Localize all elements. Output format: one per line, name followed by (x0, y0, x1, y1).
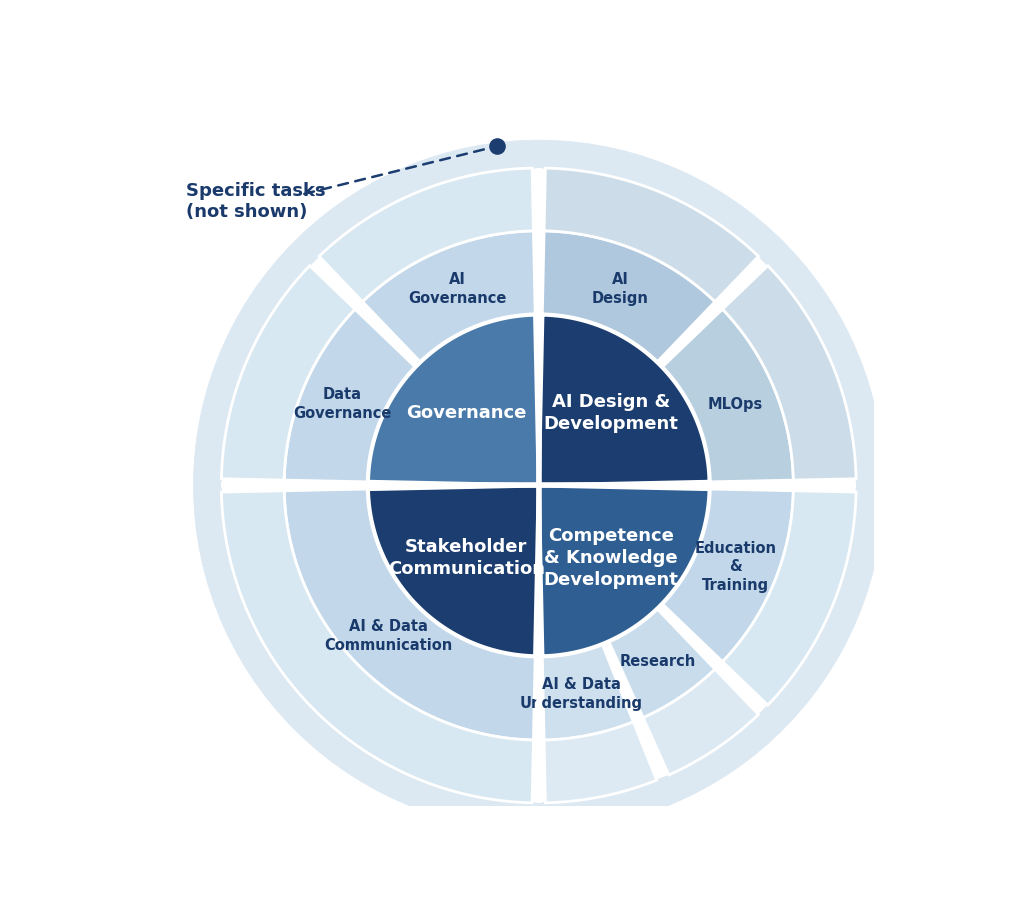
Text: AI & Data
Communication: AI & Data Communication (325, 619, 453, 652)
Polygon shape (362, 231, 536, 362)
Polygon shape (194, 140, 884, 831)
Polygon shape (723, 491, 856, 705)
Polygon shape (609, 609, 715, 718)
Text: Stakeholder
Communication: Stakeholder Communication (388, 538, 545, 578)
Polygon shape (543, 231, 715, 362)
Polygon shape (543, 644, 633, 740)
Text: Specific tasks
(not shown): Specific tasks (not shown) (186, 182, 326, 221)
Polygon shape (221, 265, 355, 480)
Polygon shape (368, 486, 539, 656)
Text: Data
Governance: Data Governance (293, 387, 391, 420)
Polygon shape (285, 489, 536, 740)
Text: Research: Research (620, 654, 696, 670)
Polygon shape (539, 486, 710, 656)
Text: AI Design &
Development: AI Design & Development (544, 393, 679, 433)
Polygon shape (285, 309, 416, 482)
Text: AI
Governance: AI Governance (409, 272, 507, 305)
Polygon shape (663, 489, 794, 661)
Polygon shape (663, 309, 794, 482)
Polygon shape (723, 265, 856, 480)
Text: Education
&
Training: Education & Training (694, 541, 776, 593)
Polygon shape (643, 670, 759, 775)
Text: Governance: Governance (407, 404, 526, 422)
Polygon shape (544, 169, 759, 302)
Point (488, 139, 505, 153)
Polygon shape (544, 722, 656, 803)
Text: AI
Design: AI Design (592, 272, 648, 305)
Text: MLOps: MLOps (708, 397, 763, 411)
Polygon shape (368, 314, 539, 486)
Text: Competence
& Knowledge
Development: Competence & Knowledge Development (544, 526, 679, 589)
Text: AI & Data
Understanding: AI & Data Understanding (519, 677, 643, 710)
Polygon shape (221, 491, 534, 803)
Polygon shape (319, 169, 534, 302)
Polygon shape (539, 314, 710, 486)
